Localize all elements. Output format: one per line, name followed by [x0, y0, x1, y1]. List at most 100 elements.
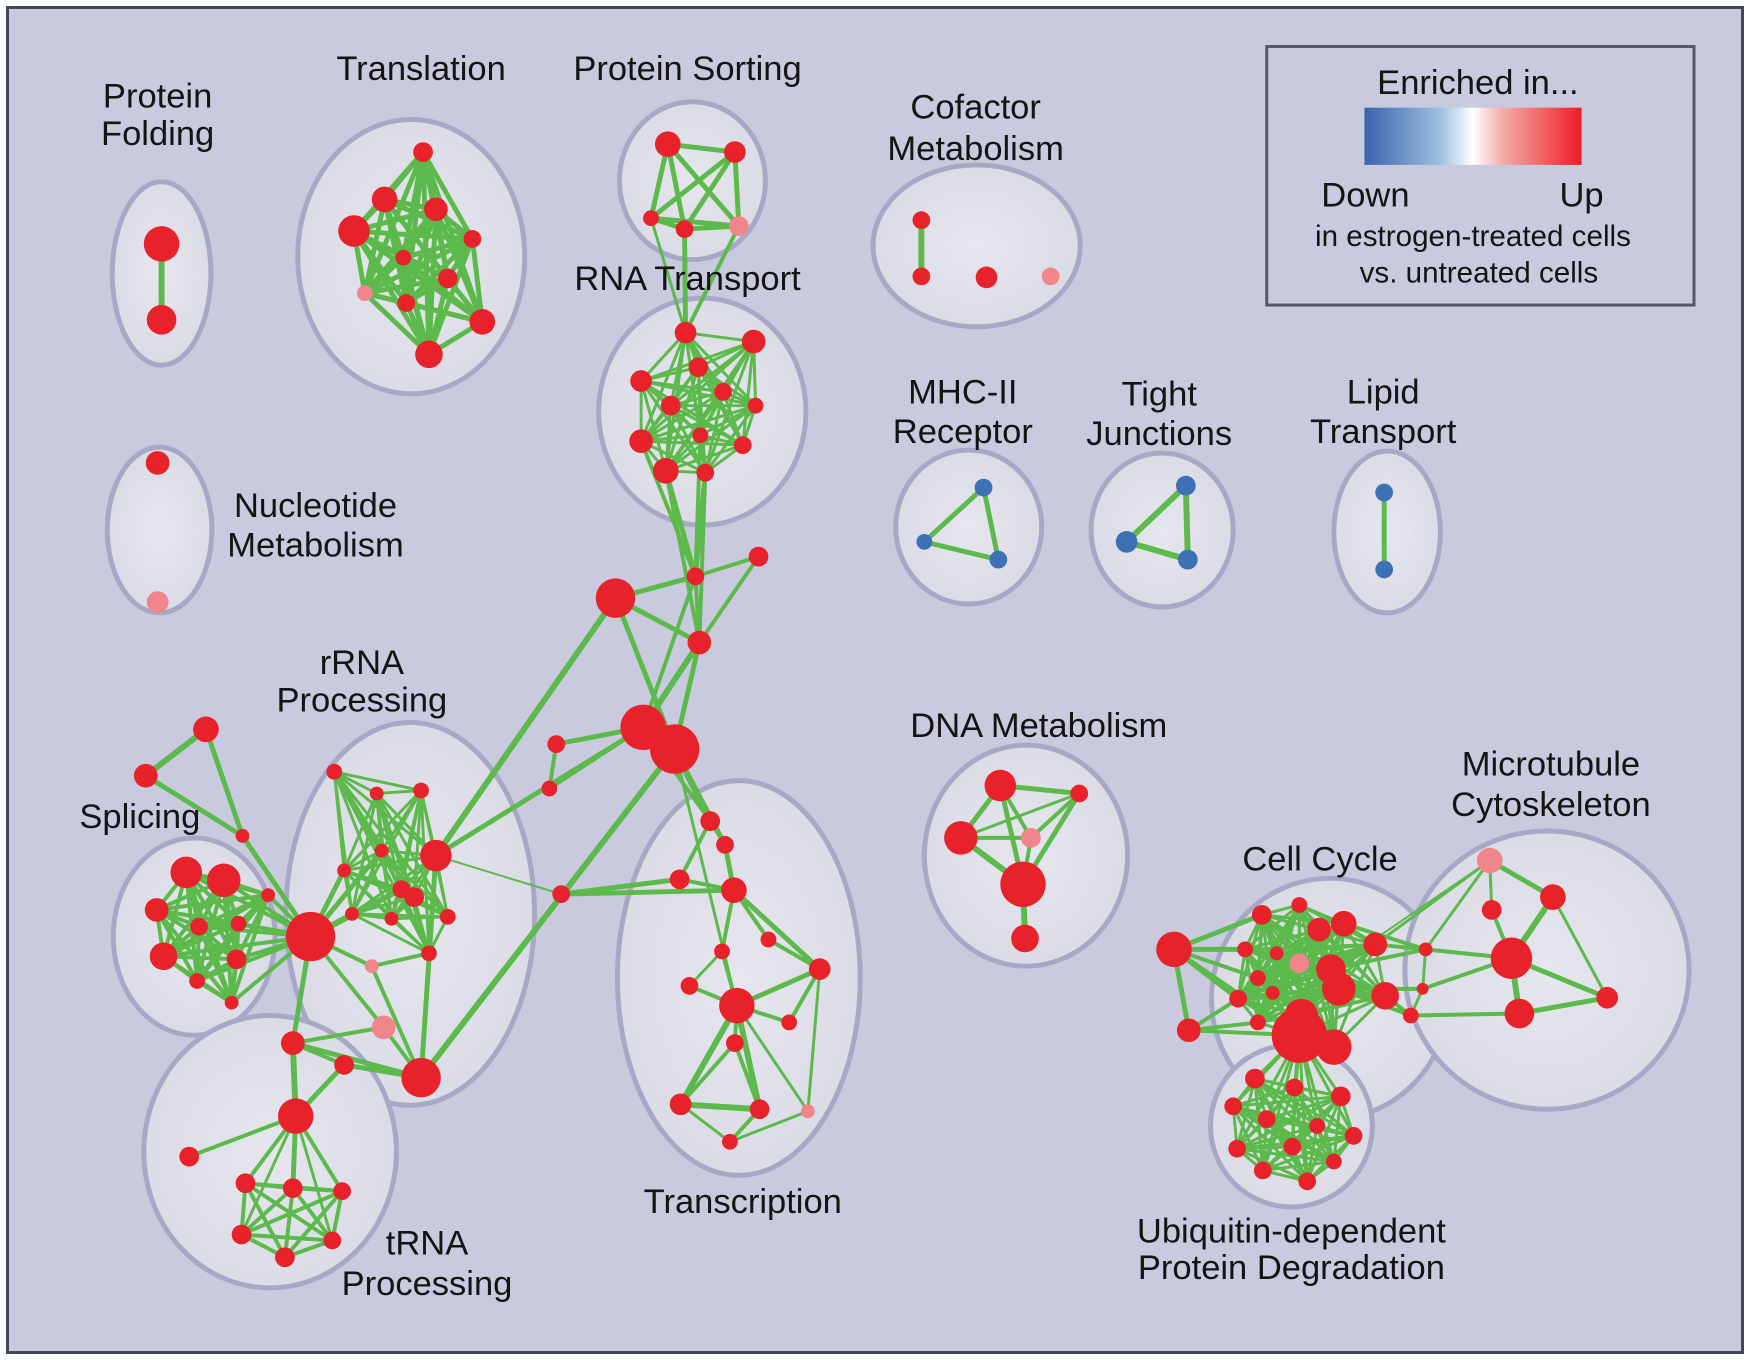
- gene-set-node: [395, 249, 412, 266]
- edge: [1028, 791, 1082, 840]
- gene-set-node: [1156, 931, 1192, 968]
- gene-set-node: [1316, 1029, 1352, 1065]
- gene-set-node: [974, 478, 993, 497]
- cluster-region-mhc-ii-receptor: [893, 447, 1045, 607]
- gene-set-node: [760, 931, 777, 948]
- edge: [369, 951, 431, 969]
- cluster-label-ubiquitin-dependent-protein-degradation: Protein Degradation: [1138, 1249, 1445, 1287]
- cluster-label-splicing: Splicing: [79, 798, 200, 836]
- edge: [665, 141, 688, 232]
- edge: [362, 290, 432, 357]
- gene-set-node: [1416, 982, 1429, 995]
- gene-set-node: [469, 308, 496, 335]
- edge: [203, 726, 245, 839]
- gene-set-node: [421, 945, 437, 962]
- edge: [419, 951, 431, 1080]
- gene-set-node: [714, 382, 732, 401]
- gene-set-node: [1298, 1172, 1317, 1191]
- gene-set-node: [1115, 530, 1138, 553]
- gene-set-node: [1249, 970, 1266, 986]
- cluster-region-microtubule-cytoskeleton: [1402, 828, 1692, 1112]
- edge: [693, 554, 761, 579]
- gene-set-node: [725, 1034, 744, 1053]
- edge: [161, 893, 271, 959]
- cluster-label-trna-processing: tRNA: [386, 1224, 468, 1262]
- gene-set-node: [1291, 897, 1308, 913]
- edge: [350, 912, 431, 955]
- edge: [434, 854, 563, 896]
- gene-set-node: [189, 973, 205, 989]
- gene-set-node: [989, 550, 1008, 569]
- edge: [342, 789, 423, 872]
- gene-set-node: [912, 267, 931, 286]
- gene-set-node: [547, 735, 566, 754]
- gene-set-node: [463, 230, 482, 248]
- gene-set-node: [404, 887, 425, 907]
- cluster-label-microtubule-cytoskeleton: Microtubule: [1462, 746, 1640, 784]
- gene-set-node: [1041, 267, 1060, 286]
- gene-set-node: [700, 811, 721, 831]
- legend-subtitle-line2: vs. untreated cells: [1360, 256, 1599, 289]
- legend-down-label: Down: [1321, 176, 1409, 214]
- edge: [1275, 942, 1377, 955]
- edge: [683, 224, 741, 335]
- edge: [294, 1114, 334, 1242]
- gene-set-node: [724, 141, 746, 163]
- cluster-region-protein-sorting: [616, 99, 768, 263]
- gene-set-node: [719, 987, 755, 1024]
- edge: [239, 1232, 335, 1243]
- edge: [1332, 1094, 1343, 1164]
- gene-set-node: [687, 630, 712, 655]
- edge: [1235, 1145, 1294, 1151]
- edge: [639, 439, 707, 475]
- gene-set-node: [1070, 784, 1089, 803]
- edge: [332, 770, 379, 795]
- gene-set-node: [1176, 1018, 1201, 1043]
- edge: [290, 1040, 424, 1081]
- gene-set-node: [230, 915, 247, 932]
- gene-set-node: [808, 958, 831, 980]
- edge: [1551, 895, 1609, 1000]
- legend: Enriched in... Down Up in estrogen-treat…: [1265, 45, 1696, 307]
- gene-set-node: [781, 1014, 798, 1031]
- edge: [187, 1114, 298, 1159]
- edge: [921, 539, 1001, 563]
- legend-subtitle-line1: in estrogen-treated cells: [1315, 220, 1631, 253]
- edge: [728, 1109, 810, 1144]
- cluster-label-cell-cycle: Cell Cycle: [1242, 840, 1397, 878]
- edge: [290, 1025, 386, 1046]
- gene-set-node: [224, 995, 239, 1010]
- cluster-region-lipid-transport: [1331, 448, 1443, 616]
- gene-set-node: [688, 357, 709, 378]
- gene-set-node: [261, 888, 276, 903]
- cluster-label-cofactor-metabolism: Metabolism: [887, 130, 1063, 168]
- gene-set-node: [1344, 1127, 1363, 1145]
- gene-set-node: [345, 906, 359, 921]
- edge: [362, 255, 406, 296]
- edge: [1256, 942, 1377, 1024]
- edge: [403, 236, 475, 306]
- gene-set-node: [728, 216, 749, 236]
- edge: [351, 228, 432, 357]
- gene-set-node: [1229, 989, 1248, 1008]
- gene-set-node: [371, 1015, 396, 1040]
- gene-set-node: [1325, 1153, 1342, 1170]
- cluster-label-protein-sorting: Protein Sorting: [573, 50, 801, 88]
- gene-set-node: [1245, 1068, 1265, 1089]
- edge: [380, 849, 393, 921]
- gene-set-node: [1251, 904, 1272, 925]
- edge: [1231, 1094, 1343, 1108]
- edge: [663, 468, 702, 645]
- gene-set-node: [1224, 1097, 1243, 1116]
- gene-set-node: [1175, 475, 1196, 496]
- gene-set-node: [437, 268, 458, 289]
- edge: [282, 1186, 295, 1260]
- cluster-label-rna-transport: RNA Transport: [574, 260, 801, 298]
- gene-set-node: [749, 1099, 770, 1120]
- cluster-region-nucleotide-metabolism: [104, 444, 215, 616]
- gene-set-node: [643, 210, 659, 227]
- gene-set-node: [552, 885, 571, 904]
- gene-set-node: [1596, 986, 1619, 1009]
- gene-set-node: [323, 1231, 342, 1250]
- nodes-layer: [133, 131, 1619, 1268]
